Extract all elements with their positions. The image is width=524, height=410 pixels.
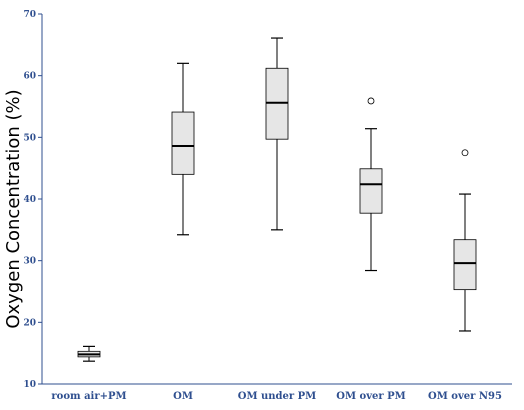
y-tick-label: 70	[23, 10, 36, 20]
outlier-point	[367, 97, 375, 105]
x-category-label: OM over N95	[428, 391, 502, 402]
box-group	[171, 62, 195, 236]
x-category-label: OM over PM	[336, 391, 405, 402]
box-group	[77, 345, 101, 362]
y-tick-label: 50	[23, 133, 36, 143]
y-tick-label: 30	[23, 257, 36, 267]
y-axis-title: Oxygen Concentration (%)	[3, 89, 24, 328]
box-group	[265, 37, 289, 231]
box-group	[453, 149, 477, 332]
x-category-label: OM	[173, 391, 193, 402]
iqr-box	[359, 168, 383, 214]
y-ticks: 10 20 30 40 50 60 70	[23, 10, 42, 390]
iqr-box	[171, 111, 195, 175]
y-tick-label: 40	[23, 195, 36, 205]
x-category-labels: room air+PM OM OM under PM OM over PM OM ove…	[51, 391, 502, 402]
outlier-point	[461, 149, 469, 157]
y-tick-label: 10	[23, 380, 36, 390]
y-tick-label: 20	[23, 318, 36, 328]
y-tick-label: 60	[23, 72, 36, 82]
x-category-label: OM under PM	[238, 391, 317, 402]
boxes	[77, 37, 477, 362]
box-group	[359, 97, 383, 272]
iqr-box	[453, 239, 477, 291]
x-category-label: room air+PM	[51, 391, 126, 402]
